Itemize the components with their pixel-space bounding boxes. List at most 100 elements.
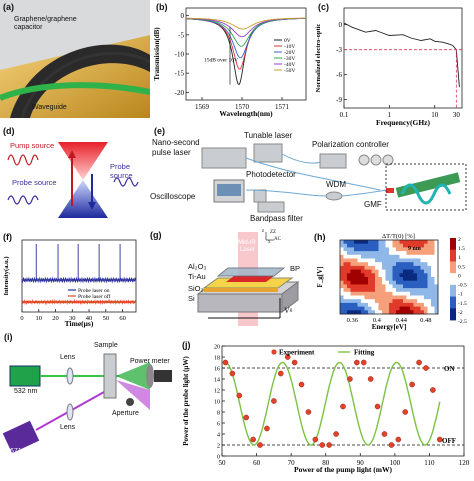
heatmap-cell	[417, 295, 421, 300]
heatmap-cell	[361, 310, 365, 315]
colorbar-segment	[450, 273, 456, 286]
heatmap-cell	[406, 280, 411, 285]
heatmap-cell	[403, 269, 407, 274]
legend-label: -50V	[284, 68, 295, 74]
heatmap-cell	[347, 243, 351, 248]
heatmap-cell	[368, 265, 372, 270]
x-tick-label: 110	[424, 459, 435, 467]
heatmap-cell	[361, 306, 365, 311]
heatmap-cell	[396, 247, 400, 252]
x-axis-label: Wavelength(nm)	[219, 109, 273, 118]
heatmap-cell	[382, 258, 386, 263]
heatmap-cell	[389, 240, 393, 245]
legend-label-on: Probe laser on	[78, 288, 110, 294]
colorbar-tick-label: -2.5	[458, 319, 467, 325]
y-tick-label: 12	[214, 389, 220, 395]
heatmap-cell	[417, 284, 421, 289]
heatmap-cell	[392, 243, 397, 248]
heatmap-cell	[399, 265, 404, 270]
panel-d-illustration	[7, 142, 139, 218]
heatmap-cell	[347, 277, 351, 282]
axis-x-label: x	[268, 240, 271, 245]
heatmap-cell	[413, 254, 418, 259]
x-tick-label: 1569	[195, 103, 210, 111]
heatmap-cell	[389, 306, 393, 311]
heatmap-cell	[424, 258, 428, 263]
heatmap-cell	[340, 310, 344, 315]
heatmap-cell	[427, 269, 432, 274]
heatmap-cell	[396, 280, 400, 285]
experiment-point	[298, 381, 305, 388]
heatmap-cell	[340, 284, 344, 289]
y-tick-label: -3	[336, 46, 342, 54]
experiment-point	[305, 409, 312, 415]
heatmap-cell	[375, 240, 379, 245]
heatmap-cell	[343, 306, 348, 311]
heatmap-cell	[403, 243, 407, 248]
heatmap-cell	[403, 306, 407, 311]
graphene-capacitor-label: Graphene/graphene	[14, 16, 77, 23]
heatmap-cell	[413, 295, 418, 300]
heatmap-cell	[427, 288, 432, 293]
heatmap-cell	[434, 247, 439, 252]
colorbar-segment	[450, 249, 456, 262]
heatmap-cell	[399, 247, 404, 252]
experiment-point	[374, 403, 381, 410]
heatmap-cell	[375, 247, 379, 252]
heatmap-cell	[368, 273, 372, 278]
heatmap-cell	[417, 251, 421, 256]
heatmap-cell	[385, 295, 390, 300]
heatmap-cell	[371, 254, 376, 259]
heatmap-cell	[378, 254, 383, 259]
heatmap-cell	[357, 306, 362, 311]
heatmap-cell	[354, 302, 358, 307]
heatmap-cell	[371, 306, 376, 311]
heatmap-cell	[361, 291, 365, 296]
heatmap-cell	[385, 306, 390, 311]
heatmap-cell	[413, 265, 418, 270]
heatmap-cell	[431, 262, 435, 267]
heatmap-cell	[410, 277, 414, 282]
heatmap-cell	[382, 262, 386, 267]
heatmap-cell	[364, 280, 369, 285]
heatmap-cell	[347, 310, 351, 315]
heatmap-cell	[350, 302, 355, 307]
y-tick-label: 6	[217, 422, 220, 428]
heatmap-cell	[385, 291, 390, 296]
panel-i-setup	[2, 353, 172, 454]
heatmap-cell	[354, 295, 358, 300]
heatmap-cell	[399, 262, 404, 267]
nano-second-label: Nano-second	[152, 138, 200, 147]
heatmap-cell	[371, 291, 376, 296]
colorbar-segment	[450, 296, 456, 309]
heatmap-cell	[364, 243, 369, 248]
heatmap-cell	[343, 295, 348, 300]
heatmap-cell	[343, 265, 348, 270]
heatmap-cell	[371, 273, 376, 278]
heatmap-cell	[392, 273, 397, 278]
heatmap-cell	[375, 302, 379, 307]
heatmap-cell	[410, 280, 414, 285]
panel-g: (g) Mid-IR Laser Al₂O₃ Ti-Au SiO₂ Si BP …	[148, 229, 304, 328]
heatmap-cell	[368, 269, 372, 274]
heatmap-cell	[424, 288, 428, 293]
heatmap-cell	[347, 280, 351, 285]
heatmap-cell	[434, 269, 439, 274]
heatmap-cell	[434, 284, 439, 289]
heatmap-cell	[434, 277, 439, 282]
colorbar-segment	[450, 261, 456, 274]
heatmap-cell	[385, 262, 390, 267]
heatmap-cell	[347, 299, 351, 304]
heatmap-cell	[378, 269, 383, 274]
heatmap-cell	[410, 295, 414, 300]
heatmap-cell	[382, 265, 386, 270]
heatmap-cell	[378, 310, 383, 315]
lens-top-label: Lens	[60, 354, 76, 361]
heatmap-cell	[396, 254, 400, 259]
heatmap-cell	[375, 288, 379, 293]
experiment-point	[402, 409, 409, 415]
panel-d-label: (d)	[3, 126, 15, 136]
heatmap-cell	[403, 302, 407, 307]
legend-label: -40V	[284, 62, 295, 68]
heatmap-cell	[406, 295, 411, 300]
